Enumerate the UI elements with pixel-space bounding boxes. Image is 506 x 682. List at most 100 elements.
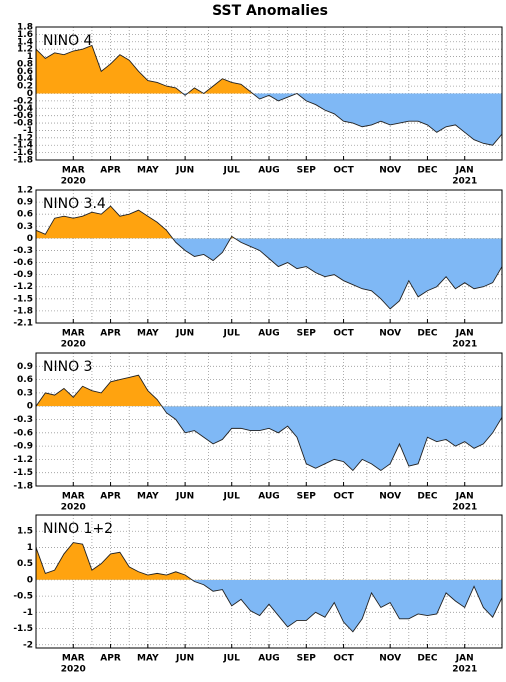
x-tick-label: MAR — [62, 329, 85, 339]
x-tick-label: JUN — [175, 492, 194, 502]
x-tick-label: SEP — [297, 654, 317, 664]
x-tick-label: AUG — [258, 492, 279, 502]
plot-frame — [35, 514, 503, 649]
x-tick-label: SEP — [297, 492, 317, 502]
x-tick-label: NOV — [379, 492, 401, 502]
negative-area — [36, 238, 502, 309]
y-tick-label: -1 — [23, 608, 33, 618]
y-tick-label: -0.4 — [13, 104, 33, 114]
y-tick-label: 0.3 — [17, 388, 33, 398]
positive-area — [36, 45, 502, 94]
x-tick-label: MAY — [137, 492, 159, 502]
chart-title: SST Anomalies — [212, 3, 328, 19]
positive-area — [36, 206, 235, 239]
anomaly-line — [35, 44, 503, 146]
plot-frame — [35, 189, 503, 324]
x-tick-label: JUL — [223, 166, 241, 176]
panel-label: NINO 4 — [43, 33, 93, 49]
positive-area — [36, 542, 502, 580]
y-tick-label: 0 — [27, 89, 33, 99]
negative-area — [192, 579, 502, 632]
x-tick-label: AUG — [258, 166, 279, 176]
y-tick-label: -2 — [23, 640, 33, 650]
x-tick-label: AUG — [258, 654, 279, 664]
y-tick-label: 1.4 — [17, 37, 33, 47]
y-tick-label: -1.6 — [13, 148, 33, 158]
negative-area — [36, 93, 502, 146]
x-tick-label: OCT — [333, 492, 354, 502]
y-tick-label: 1 — [27, 52, 33, 62]
anomaly-line — [35, 374, 503, 472]
y-tick-label: -1.8 — [13, 306, 33, 316]
y-tick-label: -2.1 — [13, 319, 33, 329]
anomaly-line — [35, 542, 503, 633]
y-tick-label: -0.2 — [13, 96, 33, 106]
panel-label: NINO 3.4 — [43, 196, 106, 212]
x-tick-label: OCT — [333, 166, 354, 176]
y-tick-label: 0.6 — [17, 210, 33, 220]
x-tick-label: DEC — [417, 654, 438, 664]
x-tick-label: DEC — [417, 492, 438, 502]
x-tick-label: MAR — [62, 166, 85, 176]
x-tick-label: APR — [100, 329, 121, 339]
x-tick-label: JUL — [223, 654, 241, 664]
y-tick-label: -0.6 — [13, 258, 33, 268]
x-year-label: 2021 — [452, 340, 477, 350]
x-tick-label: OCT — [333, 329, 354, 339]
x-tick-label: NOV — [379, 329, 401, 339]
y-tick-label: -1.5 — [13, 294, 33, 304]
y-tick-label: 1.2 — [17, 45, 33, 55]
x-year-label: 2020 — [61, 665, 86, 675]
y-tick-label: 0 — [27, 402, 33, 412]
x-tick-label: JAN — [455, 166, 474, 176]
y-tick-label: 1.5 — [17, 527, 33, 537]
anomaly-line — [35, 205, 503, 310]
x-year-label: 2020 — [61, 503, 86, 513]
y-tick-label: -1.2 — [13, 282, 33, 292]
x-tick-label: JUL — [223, 492, 241, 502]
panel-label: NINO 1+2 — [43, 521, 113, 537]
x-tick-label: APR — [100, 166, 121, 176]
y-tick-label: -0.5 — [13, 592, 33, 602]
y-tick-label: 0.9 — [17, 362, 33, 372]
y-tick-label: -0.9 — [13, 442, 33, 452]
plot-frame — [35, 26, 503, 161]
x-tick-label: JUN — [175, 166, 194, 176]
y-tick-label: -1.5 — [13, 468, 33, 478]
x-tick-label: MAY — [137, 166, 159, 176]
y-tick-label: -0.8 — [13, 119, 33, 129]
y-tick-label: 0 — [27, 234, 33, 244]
x-tick-label: SEP — [297, 166, 317, 176]
y-tick-label: 0.2 — [17, 82, 33, 92]
x-tick-label: OCT — [333, 654, 354, 664]
x-tick-label: JUN — [175, 654, 194, 664]
y-tick-label: -0.3 — [13, 415, 33, 425]
y-tick-label: 0.5 — [17, 559, 33, 569]
y-tick-label: 0.6 — [17, 67, 33, 77]
x-tick-label: DEC — [417, 166, 438, 176]
x-tick-label: MAR — [62, 654, 85, 664]
y-tick-label: -0.6 — [13, 428, 33, 438]
y-tick-label: -1.2 — [13, 455, 33, 465]
y-tick-label: 0 — [27, 575, 33, 585]
y-tick-label: 1.2 — [17, 186, 33, 196]
y-tick-label: 1.6 — [17, 30, 33, 40]
y-tick-label: -0.9 — [13, 270, 33, 280]
y-tick-label: -0.3 — [13, 246, 33, 256]
x-year-label: 2020 — [61, 340, 86, 350]
x-tick-label: APR — [100, 654, 121, 664]
y-tick-label: 0.3 — [17, 222, 33, 232]
panel-label: NINO 3 — [43, 359, 92, 375]
y-tick-label: 0.6 — [17, 375, 33, 385]
x-tick-label: MAY — [137, 654, 159, 664]
y-tick-label: 0.9 — [17, 198, 33, 208]
y-tick-label: 0.4 — [17, 74, 33, 84]
x-year-label: 2020 — [61, 177, 86, 187]
y-tick-label: 1 — [27, 543, 33, 553]
y-tick-label: 1.8 — [17, 23, 33, 33]
x-tick-label: JAN — [455, 329, 474, 339]
x-tick-label: NOV — [379, 654, 401, 664]
y-tick-label: -1.8 — [13, 482, 33, 492]
y-tick-label: -1.2 — [13, 133, 33, 143]
